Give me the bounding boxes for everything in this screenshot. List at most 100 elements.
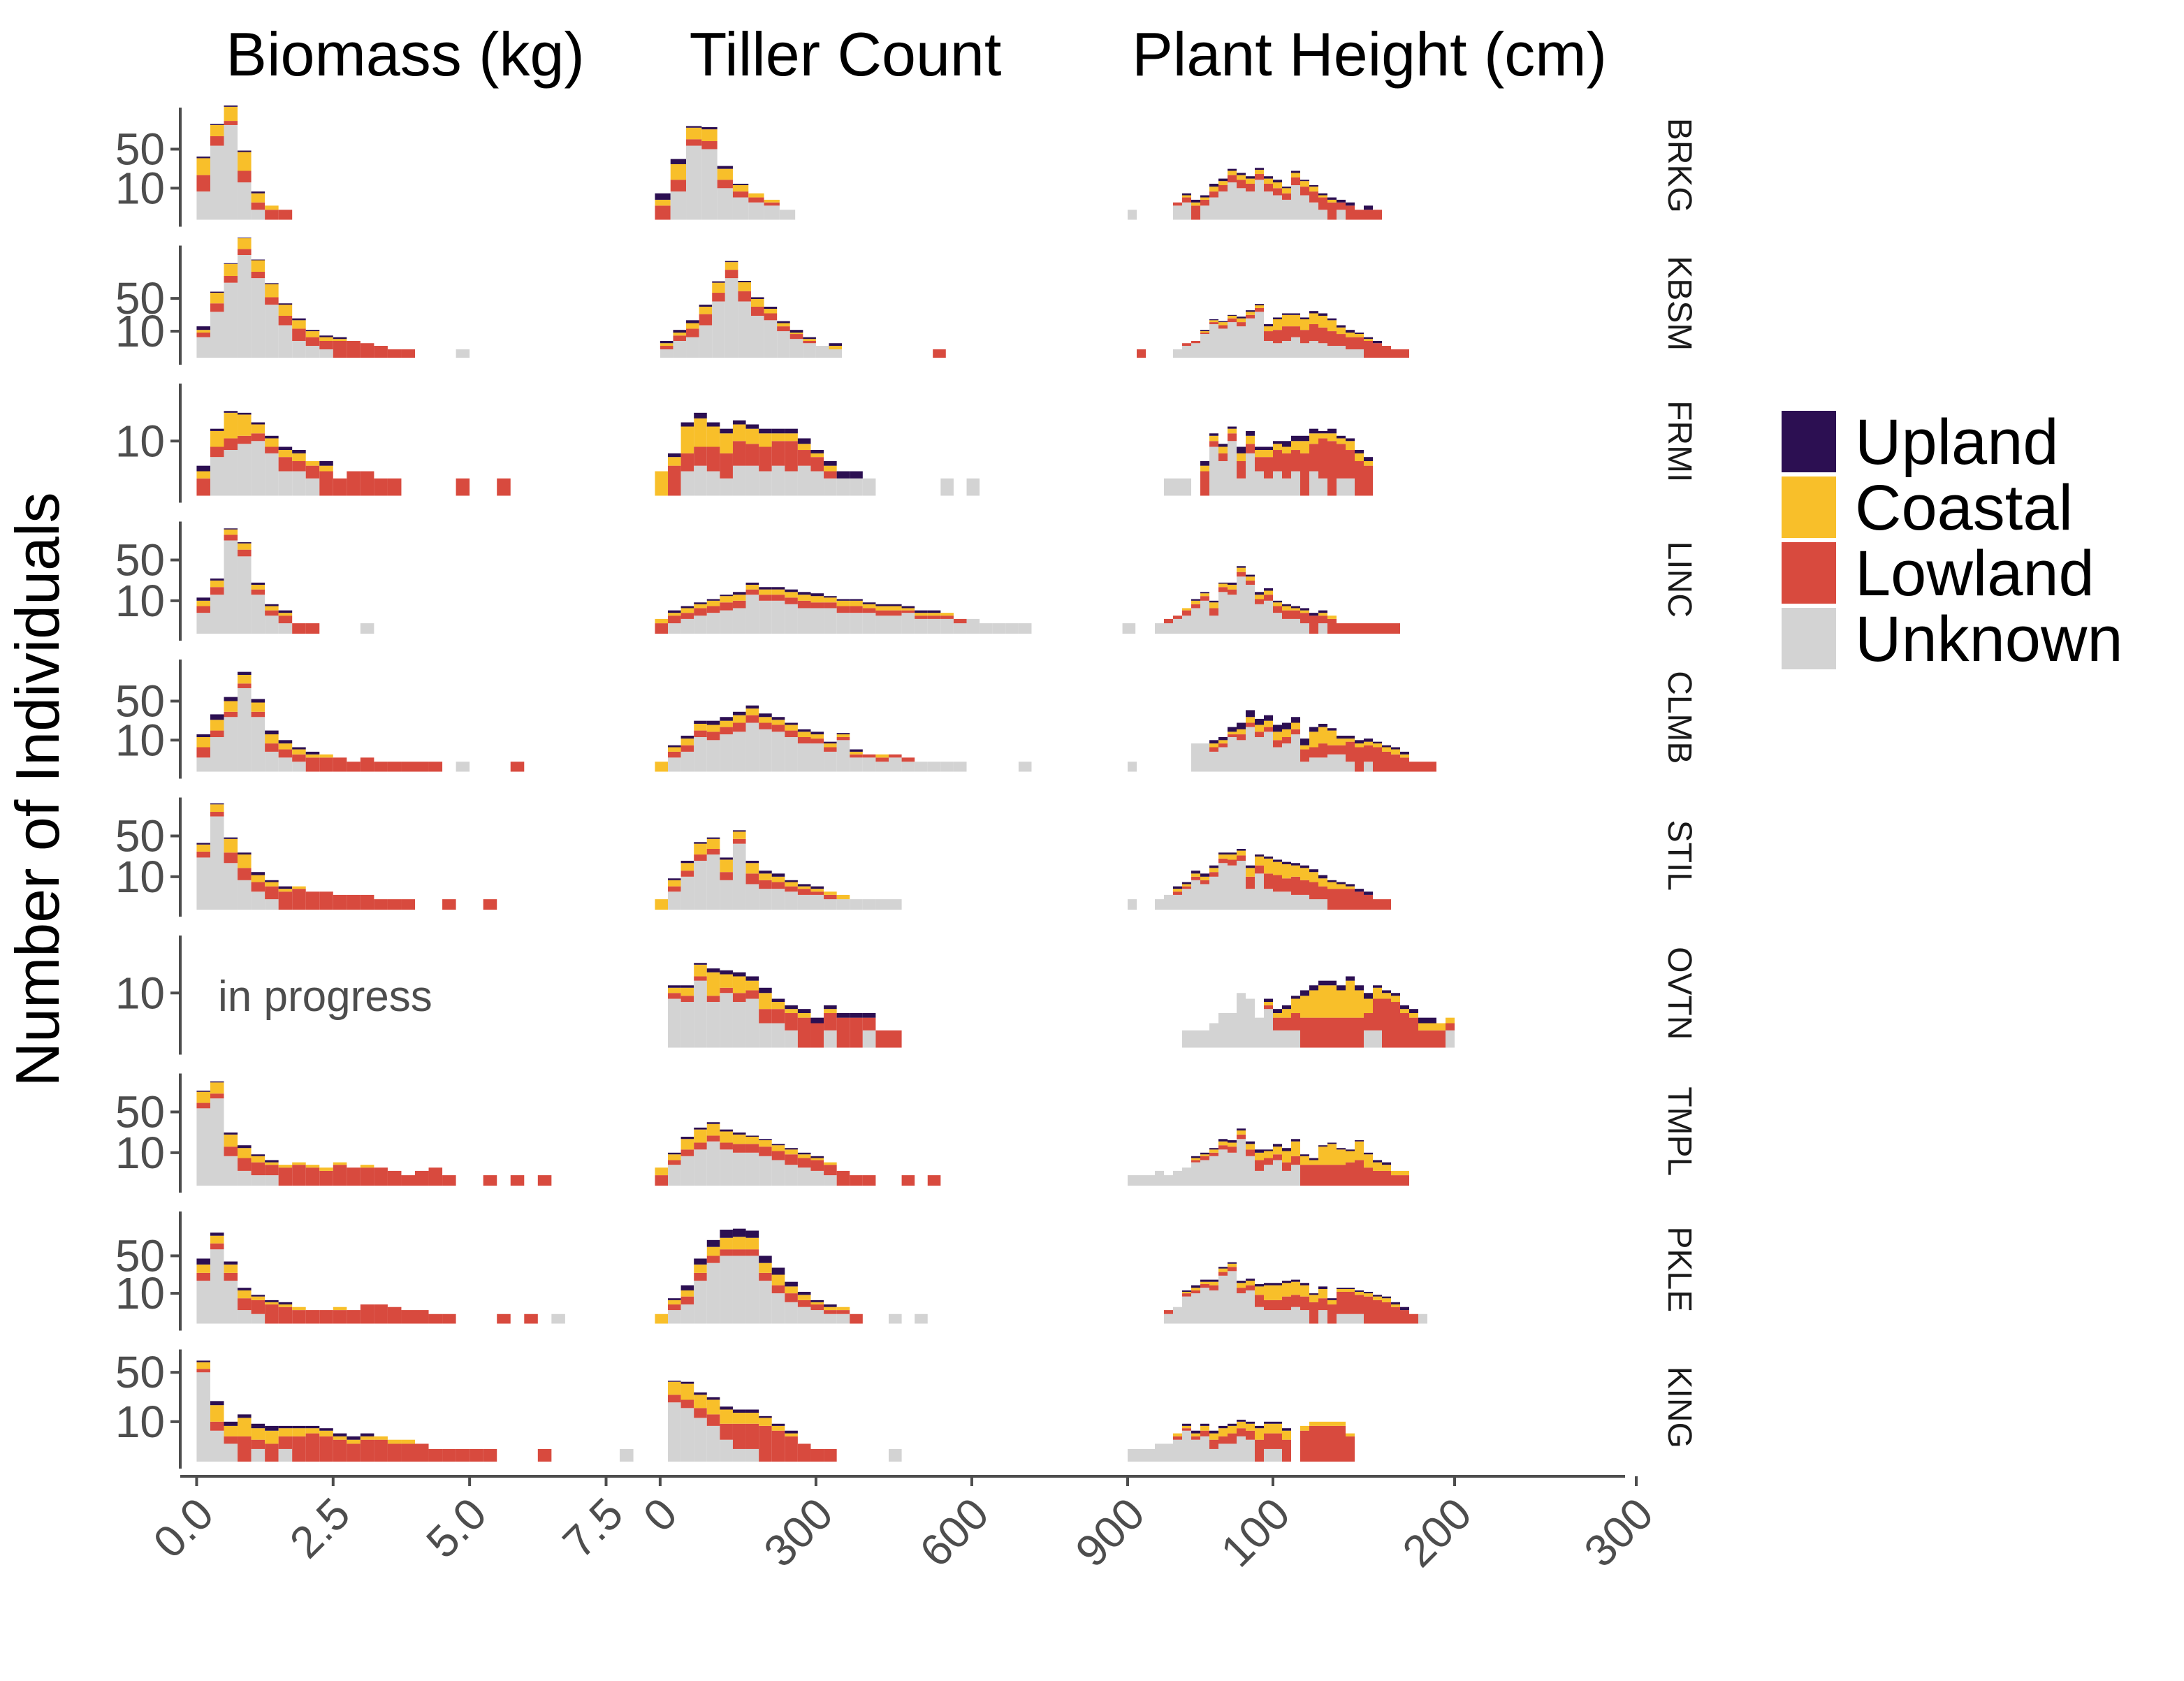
bar-segment-upland	[673, 330, 687, 333]
bar-segment-unknown	[738, 301, 751, 358]
bar-segment-unknown	[210, 595, 224, 634]
bar-segment-lowland	[1218, 1272, 1228, 1276]
column-titles: Biomass (kg) Tiller Count Plant Height (cm…	[226, 20, 1607, 89]
bar-segment-unknown	[771, 732, 785, 772]
bar-segment-unknown	[1300, 195, 1309, 220]
bar-segment-coastal	[777, 323, 790, 327]
bar-segment-unknown	[966, 478, 980, 496]
bar-segment-unknown	[1255, 1017, 1264, 1048]
bar-segment-coastal	[1218, 322, 1228, 326]
bar-segment-upland	[680, 1285, 694, 1290]
bar-segment-upland	[210, 428, 224, 431]
bar-segment-coastal	[759, 1140, 772, 1147]
bar-segment-unknown	[1346, 349, 1355, 358]
bar-segment-upland	[210, 714, 224, 720]
bar-segment-unknown	[1364, 762, 1373, 772]
bar-segment-lowland	[333, 1310, 347, 1324]
bar-segment-upland	[732, 1409, 746, 1413]
bar-segment-unknown	[224, 1156, 238, 1186]
bar-segment-upland	[1291, 717, 1300, 723]
bar-segment-lowland	[1400, 757, 1409, 772]
bar-segment-unknown	[1128, 762, 1137, 772]
bar-segment-lowland	[196, 1369, 210, 1373]
bar-segment-coastal	[1209, 320, 1218, 323]
bar-segment-upland	[1173, 886, 1182, 889]
bar-segment-lowland	[862, 754, 876, 758]
bar-segment-unknown	[196, 1372, 210, 1462]
bar-segment-upland	[706, 599, 720, 601]
bar-segment-coastal	[1209, 435, 1218, 442]
bar-segment-upland	[1373, 985, 1382, 988]
bar-segment-unknown	[251, 278, 265, 358]
bar-segment-coastal	[265, 882, 279, 887]
bar-segment-upland	[1255, 304, 1264, 306]
bar-segment-lowland	[1255, 865, 1264, 874]
bar-segment-coastal	[1209, 1281, 1218, 1286]
bar-segment-lowland	[1446, 1023, 1455, 1031]
panel-kbsm-tiller-count	[660, 261, 946, 358]
bar-segment-coastal	[251, 260, 265, 272]
bar-segment-coastal	[251, 1428, 265, 1440]
bar-segment-upland	[1337, 435, 1346, 439]
bar-segment-coastal	[1200, 876, 1209, 880]
y-tick-label: 50	[115, 1086, 165, 1137]
bar-segment-upland	[1300, 435, 1309, 442]
bar-segment-coastal	[1327, 320, 1337, 332]
bar-segment-lowland	[1264, 331, 1273, 341]
bar-segment-unknown	[1246, 1439, 1255, 1462]
bar-segment-lowland	[785, 597, 798, 604]
panel-clmb-biomass-kg	[196, 671, 525, 772]
bar-segment-upland	[771, 1423, 785, 1426]
bar-segment-unknown	[720, 610, 733, 634]
bar-segment-lowland	[1391, 1307, 1400, 1324]
bar-segment-unknown	[1173, 1439, 1182, 1462]
column-title-plant-height-cm: Plant Height (cm)	[1132, 20, 1607, 89]
bar-segment-coastal	[810, 734, 824, 739]
bar-segment-upland	[1246, 1279, 1255, 1281]
bar-segment-lowland	[224, 534, 238, 541]
bar-segment-upland	[785, 722, 798, 725]
bar-segment-upland	[1255, 592, 1264, 595]
bar-segment-coastal	[785, 592, 798, 598]
bar-segment-upland	[668, 878, 681, 880]
bar-segment-coastal	[1237, 1130, 1246, 1135]
bar-segment-lowland	[1291, 1156, 1300, 1165]
bar-segment-coastal	[1182, 884, 1191, 887]
bar-segment-unknown	[251, 1313, 265, 1324]
bar-segment-coastal	[1337, 1149, 1346, 1165]
bar-segment-coastal	[797, 444, 811, 451]
bar-segment-unknown	[694, 980, 707, 1048]
bar-segment-unknown	[862, 613, 876, 634]
bar-segment-lowland	[1282, 1296, 1291, 1311]
bar-segment-lowland	[745, 1144, 759, 1153]
bar-segment-lowland	[292, 1310, 306, 1324]
bar-segment-unknown	[953, 623, 967, 634]
bar-segment-unknown	[1200, 334, 1209, 358]
bar-segment-coastal	[1237, 729, 1246, 735]
bar-segment-lowland	[927, 616, 941, 619]
bar-segment-unknown	[1282, 618, 1291, 634]
bar-segment-lowland	[1255, 1160, 1264, 1171]
bar-segment-coastal	[224, 838, 238, 853]
bar-segment-upland	[1209, 433, 1218, 436]
bar-segment-coastal	[694, 964, 707, 977]
bar-segment-unknown	[803, 343, 816, 358]
bar-segment-coastal	[210, 1082, 224, 1094]
bar-segment-lowland	[278, 1307, 293, 1324]
bar-segment-upland	[224, 263, 238, 264]
bar-segment-upland	[720, 857, 733, 860]
bar-segment-upland	[224, 1261, 238, 1265]
bar-segment-unknown	[1018, 762, 1032, 772]
bar-segment-upland	[196, 597, 210, 601]
bar-segment-unknown	[1182, 478, 1191, 496]
bar-segment-lowland	[360, 1439, 374, 1462]
bar-segment-unknown	[1264, 1310, 1273, 1324]
bar-segment-unknown	[1246, 1156, 1255, 1186]
bar-segment-lowland	[347, 894, 361, 910]
bar-segment-unknown	[1164, 623, 1173, 634]
bar-segment-coastal	[1346, 1433, 1355, 1436]
bar-segment-lowland	[1391, 754, 1400, 772]
bar-segment-lowland	[824, 1448, 837, 1462]
bar-segment-coastal	[305, 1165, 320, 1168]
bar-segment-upland	[210, 578, 224, 581]
